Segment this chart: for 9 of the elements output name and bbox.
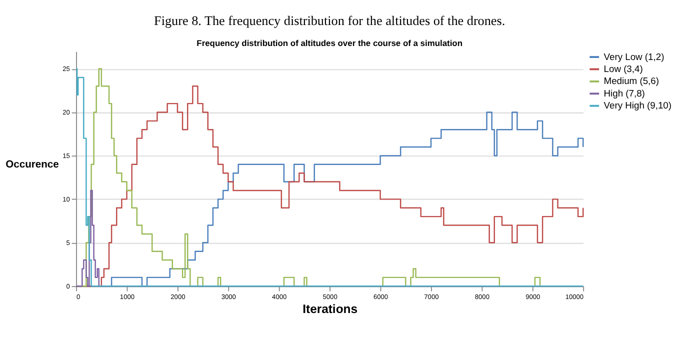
chart-subtitle: Frequency distribution of altitudes over the course of a simulation (196, 38, 462, 48)
legend-label: Very Low (1,2) (604, 52, 664, 62)
legend-label: Very High (9,10) (604, 100, 672, 111)
legend-label: High (7,8) (604, 88, 645, 98)
chart-title: Figure 8. The frequency distribution for the altitudes of the drones. (154, 13, 506, 28)
x-axis-title: Iterations (302, 302, 358, 316)
legend-label: Low (3,4) (604, 64, 643, 74)
y-axis-title: Occurence (6, 159, 60, 170)
legend-label: Medium (5,6) (604, 76, 659, 86)
